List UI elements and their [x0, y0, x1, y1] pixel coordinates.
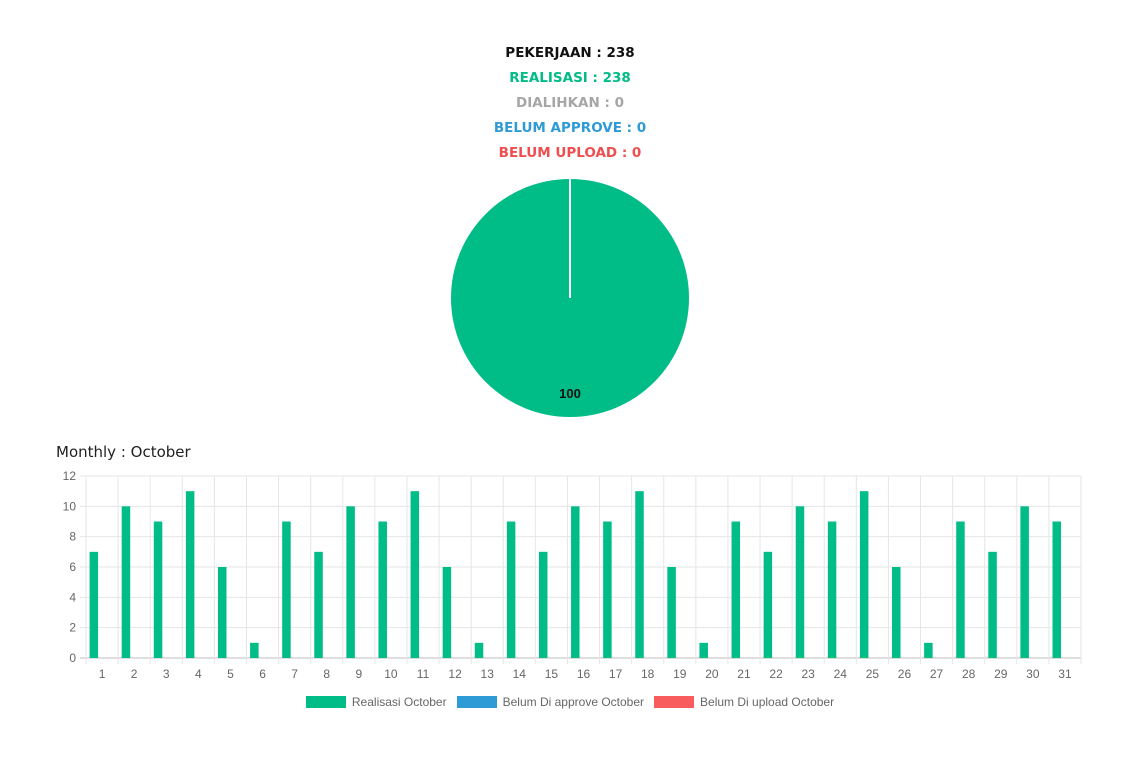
monthly-title: Monthly : October	[56, 443, 191, 461]
x-tick-label: 4	[195, 667, 202, 681]
x-tick-label: 21	[737, 667, 751, 681]
summary-pekerjaan: PEKERJAAN : 238	[505, 45, 635, 61]
bar[interactable]	[988, 551, 997, 658]
legend-label-belum-approve: Belum Di approve October	[502, 695, 645, 709]
summary-dialihkan: DIALIHKAN : 0	[516, 95, 624, 111]
bar[interactable]	[121, 506, 131, 658]
x-tick-label: 5	[227, 667, 234, 681]
legend-swatch-belum-approve	[456, 696, 497, 708]
x-tick-label: 23	[801, 667, 815, 681]
legend-item-belum-approve[interactable]: Belum Di approve October	[456, 695, 645, 709]
x-tick-label: 9	[355, 667, 362, 681]
x-tick-label: 3	[163, 667, 170, 681]
bar[interactable]	[282, 521, 291, 659]
bar[interactable]	[474, 642, 484, 658]
bar[interactable]	[795, 506, 805, 658]
bar[interactable]	[731, 521, 741, 659]
x-tick-label: 13	[481, 667, 495, 681]
bar[interactable]	[346, 506, 355, 658]
x-tick-label: 1	[99, 667, 106, 681]
legend-label-realisasi: Realisasi October	[351, 695, 447, 709]
bar[interactable]	[571, 506, 580, 658]
x-tick-label: 16	[577, 667, 591, 681]
bar[interactable]	[956, 521, 965, 659]
x-tick-label: 25	[866, 667, 880, 681]
x-tick-label: 30	[1026, 667, 1040, 681]
y-tick-label: 2	[69, 621, 76, 635]
x-tick-label: 12	[448, 667, 462, 681]
bar[interactable]	[763, 551, 773, 658]
x-tick-label: 7	[291, 667, 298, 681]
bar[interactable]	[314, 551, 323, 658]
bar[interactable]	[538, 551, 548, 658]
x-tick-label: 19	[673, 667, 687, 681]
x-tick-label: 6	[259, 667, 266, 681]
bar[interactable]	[250, 642, 259, 658]
legend-swatch-realisasi	[305, 696, 346, 708]
bar[interactable]	[667, 567, 676, 658]
x-tick-label: 28	[962, 667, 976, 681]
bar[interactable]	[410, 491, 420, 658]
y-tick-label: 0	[69, 651, 76, 665]
bar[interactable]	[859, 491, 869, 658]
bar[interactable]	[1052, 521, 1062, 659]
y-tick-label: 4	[69, 590, 76, 604]
x-tick-label: 22	[769, 667, 783, 681]
bar[interactable]	[924, 642, 933, 658]
x-tick-label: 17	[609, 667, 623, 681]
x-tick-label: 20	[705, 667, 719, 681]
bar[interactable]	[635, 491, 644, 658]
pie-chart: 100	[451, 179, 689, 417]
bar[interactable]	[699, 642, 708, 658]
summary-belum-upload: BELUM UPLOAD : 0	[498, 145, 642, 161]
y-tick-label: 8	[69, 530, 76, 544]
summary-belum-approve: BELUM APPROVE : 0	[493, 120, 647, 136]
legend-swatch-belum-upload	[654, 696, 695, 708]
chart-legend: Realisasi October Belum Di approve Octob…	[0, 695, 1140, 709]
x-tick-label: 31	[1058, 667, 1072, 681]
y-tick-label: 10	[63, 499, 77, 513]
bar[interactable]	[378, 521, 387, 659]
summary-realisasi: REALISASI : 238	[509, 70, 631, 86]
x-tick-label: 15	[545, 667, 559, 681]
y-tick-label: 6	[69, 560, 76, 574]
bar[interactable]	[153, 521, 163, 659]
bar[interactable]	[506, 521, 516, 659]
y-tick-label: 12	[63, 469, 77, 483]
summary-panel: PEKERJAAN : 238 REALISASI : 238 DIALIHKA…	[0, 43, 1140, 168]
x-tick-label: 8	[323, 667, 330, 681]
x-tick-label: 27	[930, 667, 944, 681]
x-tick-label: 29	[994, 667, 1008, 681]
bar[interactable]	[1020, 506, 1029, 658]
bar[interactable]	[217, 567, 227, 658]
bar[interactable]	[827, 521, 837, 659]
x-tick-label: 18	[641, 667, 655, 681]
x-tick-label: 11	[417, 667, 430, 681]
bar[interactable]	[89, 551, 99, 658]
legend-label-belum-upload: Belum Di upload October	[700, 695, 835, 709]
bar[interactable]	[603, 521, 612, 659]
legend-item-belum-upload[interactable]: Belum Di upload October	[654, 695, 834, 709]
legend-item-realisasi[interactable]: Realisasi October	[305, 695, 447, 709]
bar[interactable]	[442, 567, 452, 658]
x-tick-label: 10	[384, 667, 398, 681]
x-tick-label: 26	[898, 667, 912, 681]
bar[interactable]	[892, 567, 901, 658]
x-tick-label: 14	[513, 667, 527, 681]
x-tick-label: 24	[834, 667, 848, 681]
bar[interactable]	[185, 491, 195, 658]
x-tick-label: 2	[131, 667, 138, 681]
pie-data-label: 100	[559, 386, 581, 401]
